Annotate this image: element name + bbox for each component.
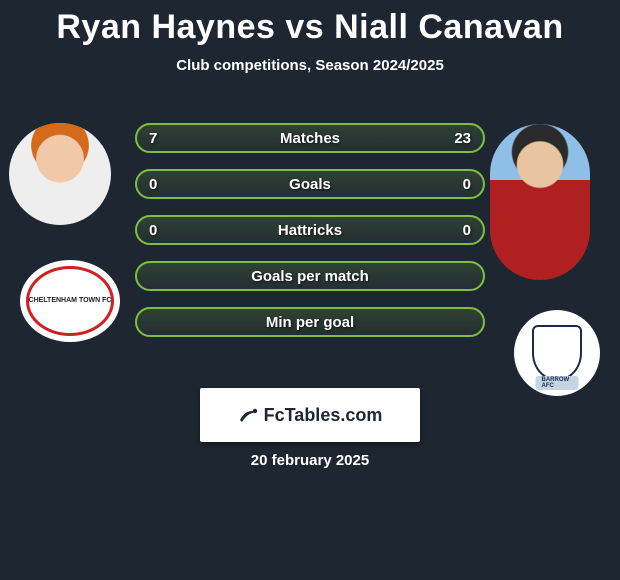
player-right-photo — [490, 124, 590, 280]
stat-label: Goals per match — [251, 268, 369, 285]
subtitle: Club competitions, Season 2024/2025 — [0, 57, 620, 74]
player-left-photo — [9, 123, 111, 225]
stat-label: Min per goal — [266, 314, 354, 331]
stat-right-value: 0 — [463, 176, 471, 193]
stat-label: Hattricks — [278, 222, 342, 239]
stat-right-value: 23 — [454, 130, 471, 147]
stat-left-value: 0 — [149, 222, 157, 239]
date-label: 20 february 2025 — [0, 452, 620, 469]
stat-label: Matches — [280, 130, 340, 147]
stat-row: 7 Matches 23 — [135, 123, 485, 153]
stat-row: Min per goal — [135, 307, 485, 337]
brand-label: FcTables.com — [264, 405, 383, 426]
stats-table: 7 Matches 23 0 Goals 0 0 Hattricks 0 Goa… — [135, 123, 485, 353]
stat-label: Goals — [289, 176, 331, 193]
stat-row: 0 Goals 0 — [135, 169, 485, 199]
stat-right-value: 0 — [463, 222, 471, 239]
club-right-logo: BARROW AFC — [514, 310, 600, 396]
player-right-face-placeholder — [490, 124, 590, 280]
stat-left-value: 0 — [149, 176, 157, 193]
stat-left-value: 7 — [149, 130, 157, 147]
stat-row: Goals per match — [135, 261, 485, 291]
brand-swoosh-icon — [238, 406, 260, 424]
stat-row: 0 Hattricks 0 — [135, 215, 485, 245]
brand-box: FcTables.com — [200, 388, 420, 442]
player-left-face-placeholder — [9, 123, 111, 225]
page-title: Ryan Haynes vs Niall Canavan — [0, 0, 620, 47]
club-left-logo: CHELTENHAM TOWN FC — [20, 260, 120, 342]
club-right-label: BARROW AFC — [536, 376, 579, 390]
